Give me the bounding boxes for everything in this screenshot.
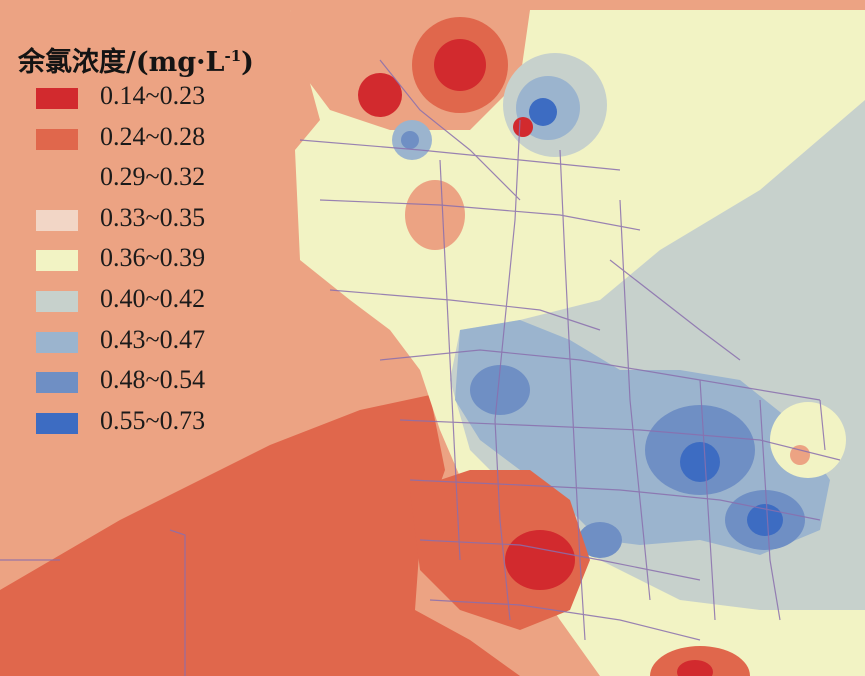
zone-west-low: [0, 395, 520, 676]
legend-title: 余氯浓度/(mg·L-1): [18, 47, 254, 78]
legend-swatch: [36, 128, 78, 150]
legend-item: 0.40~0.42: [18, 279, 288, 320]
legend-label: 0.48~0.54: [100, 365, 206, 395]
legend: 余氯浓度/(mg·L-1) 0.14~0.23 0.24~0.28 0.29~0.3…: [18, 36, 288, 441]
legend-label: 0.14~0.23: [100, 81, 206, 110]
legend-item: 0.29~0.32: [18, 157, 288, 198]
zone-core-blue-3: [680, 442, 720, 482]
legend-label: 0.40~0.42: [100, 283, 206, 313]
legend-item: 0.24~0.28: [18, 117, 288, 158]
zone-core-blue-6: [470, 365, 530, 415]
legend-swatch: [36, 250, 78, 272]
legend-swatch: [36, 88, 78, 109]
legend-item: 0.48~0.54: [18, 360, 288, 401]
legend-item: 0.43~0.47: [18, 320, 288, 361]
zone-north-red-1-core: [434, 39, 486, 91]
legend-swatch: [36, 169, 78, 191]
legend-label: 0.29~0.32: [100, 162, 206, 192]
zone-east-orange-dot: [790, 445, 810, 465]
legend-label: 0.24~0.28: [100, 121, 206, 151]
zone-bottom-red-core: [677, 660, 713, 676]
legend-swatch: [36, 412, 78, 434]
legend-swatch: [36, 372, 78, 394]
legend-swatch: [36, 209, 78, 231]
zone-core-blue-4: [747, 504, 783, 536]
zone-north-blue-core: [529, 98, 557, 126]
pipe-network: [0, 59, 841, 676]
zone-south-red-core: [410, 470, 590, 630]
legend-item: 0.55~0.73: [18, 401, 288, 442]
legend-item: 0.14~0.23: [18, 76, 288, 117]
zone-north-red-2: [358, 73, 402, 117]
legend-label: 0.43~0.47: [100, 324, 206, 354]
legend-items: 0.14~0.23 0.24~0.28 0.29~0.32 0.33~0.35 0.36…: [18, 76, 288, 441]
zone-central-blue: [455, 320, 830, 555]
legend-swatch: [36, 290, 78, 312]
zone-nw-blue-core: [401, 131, 419, 149]
zone-south-red-center: [505, 530, 575, 590]
legend-label: 0.55~0.73: [100, 405, 206, 435]
legend-item: 0.36~0.39: [18, 238, 288, 279]
legend-item: 0.33~0.35: [18, 198, 288, 239]
zone-core-blue-5: [578, 522, 622, 558]
zone-north-red-3: [513, 117, 533, 137]
legend-label: 0.33~0.35: [100, 202, 206, 232]
legend-label: 0.36~0.39: [100, 243, 206, 273]
legend-swatch: [36, 331, 78, 353]
zone-west-orange-blob: [405, 180, 465, 250]
zone-east-yellow-ring: [770, 402, 846, 478]
